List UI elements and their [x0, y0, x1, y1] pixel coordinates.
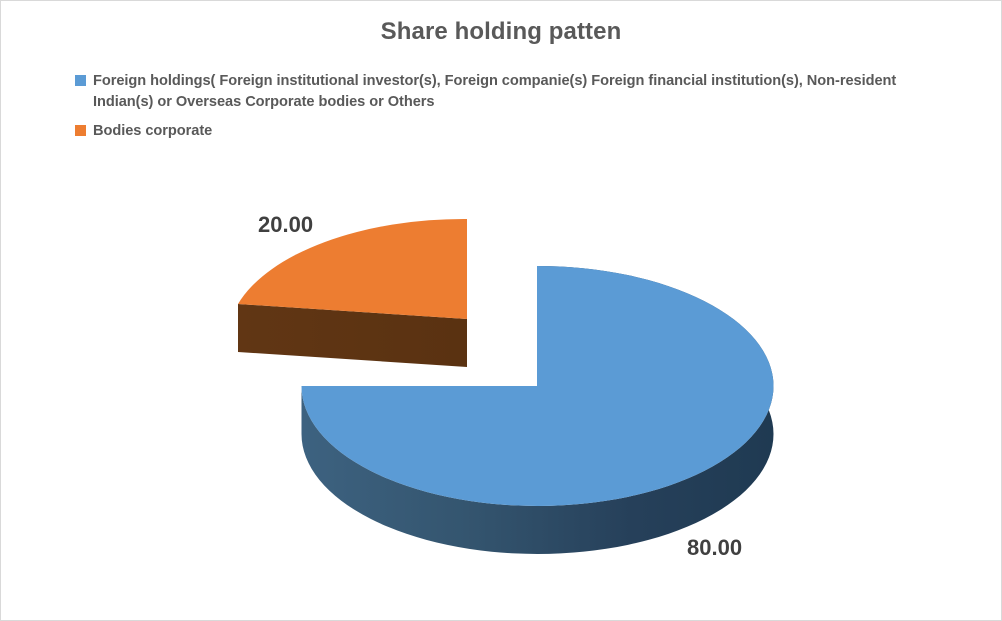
legend-label-bodies-corporate: Bodies corporate [93, 123, 213, 140]
data-label-bodies-corporate: 20.00 [258, 212, 314, 237]
legend-swatch-icon-bodies-corporate [75, 125, 86, 137]
legend-item-bodies-corporate[interactable]: Bodies corporate [75, 121, 955, 142]
legend-label-foreign-holdings: Foreign holdings( Foreign institutional … [93, 73, 897, 110]
data-label-foreign-holdings: 80.00 [687, 535, 743, 560]
chart-legend: Foreign holdings( Foreign institutional … [75, 71, 955, 151]
pie-slice-bodies-corporate[interactable] [238, 218, 467, 319]
pie-slice-foreign-holdings[interactable] [301, 265, 774, 506]
pie-slice-bodies-corporate-3d-side [238, 304, 467, 367]
legend-swatch-icon-foreign-holdings [75, 75, 86, 86]
chart-title: Share holding patten [380, 18, 622, 45]
legend-item-foreign-holdings[interactable]: Foreign holdings( Foreign institutional … [75, 71, 955, 112]
